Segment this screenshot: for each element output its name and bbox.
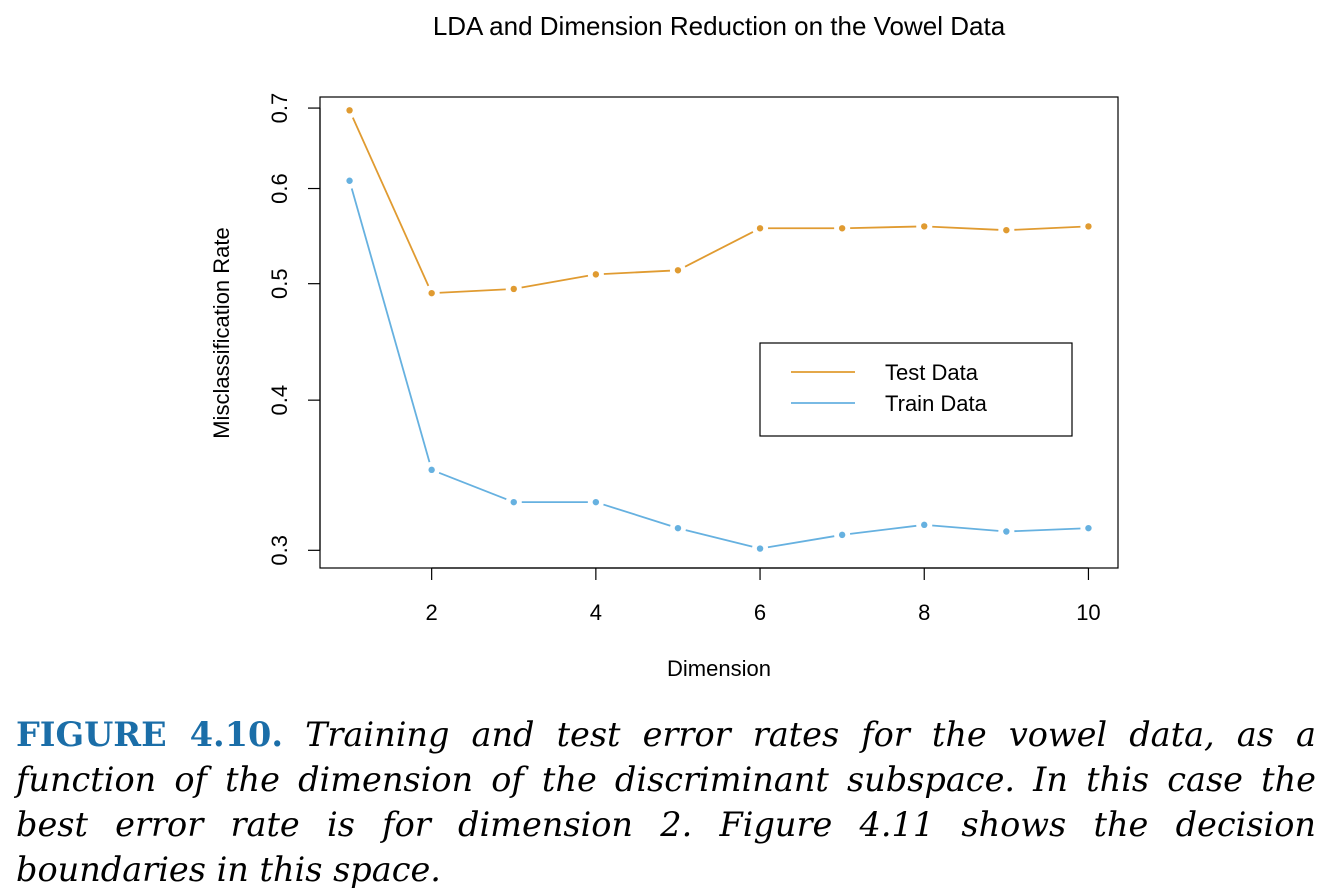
data-point (838, 225, 846, 232)
x-tick-label: 4 (590, 600, 602, 625)
figure-caption: FIGURE 4.10. Training and test error rat… (16, 712, 1316, 892)
y-axis: 0.3 0.4 0.5 0.6 0.7 (267, 93, 321, 566)
series-line-segment (767, 535, 835, 549)
series-line-segment (521, 274, 589, 289)
series-line-segment (350, 188, 431, 463)
data-point (428, 289, 435, 297)
series-line-segment (1014, 225, 1081, 231)
series-layer (346, 107, 1092, 552)
y-tick-label: 0.3 (267, 535, 292, 566)
data-point (921, 223, 928, 230)
legend-box (759, 342, 1073, 437)
data-point (510, 498, 517, 506)
series-line-segment (603, 269, 671, 275)
series-train (346, 177, 1092, 552)
series-line-segment (438, 471, 507, 501)
data-point (674, 267, 682, 274)
data-point (838, 531, 846, 539)
x-tick-label: 6 (754, 600, 766, 625)
series-line-segment (932, 524, 999, 532)
plot-frame (319, 96, 1119, 569)
y-tick-label: 0.6 (267, 173, 292, 204)
caption-label: FIGURE 4.10. (16, 715, 283, 754)
series-line-segment (603, 503, 671, 527)
series-line-segment (849, 524, 917, 535)
y-tick-label: 0.7 (267, 93, 292, 124)
series-line-segment (932, 225, 999, 231)
data-point (592, 498, 600, 506)
series-line-segment (1014, 527, 1081, 533)
data-point (1003, 528, 1010, 535)
x-axis: 2 4 6 8 10 (426, 567, 1101, 625)
series-line-segment (439, 288, 506, 294)
series-line-segment (684, 231, 754, 268)
legend-label-train: Train Data (885, 391, 988, 416)
series-line-segment (850, 225, 917, 229)
series-line-segment (352, 117, 430, 287)
data-point (1085, 524, 1092, 532)
series-test (346, 107, 1092, 297)
data-point (756, 545, 764, 552)
y-axis-label: Misclassification Rate (209, 227, 234, 439)
legend: Test Data Train Data (759, 342, 1073, 437)
chart: LDA and Dimension Reduction on the Vowel… (209, 11, 1119, 681)
data-point (346, 177, 353, 184)
data-point (1003, 226, 1010, 234)
legend-label-test: Test Data (885, 360, 979, 385)
data-point (346, 107, 353, 114)
y-tick-label: 0.4 (267, 385, 292, 416)
x-axis-label: Dimension (667, 656, 771, 681)
series-line-segment (685, 529, 753, 548)
data-point (592, 271, 600, 278)
data-point (1085, 223, 1092, 230)
chart-title: LDA and Dimension Reduction on the Vowel… (433, 11, 1006, 41)
y-tick-label: 0.5 (267, 268, 292, 299)
data-point (756, 225, 764, 232)
x-tick-label: 2 (426, 600, 438, 625)
data-point (510, 285, 517, 293)
data-point (674, 524, 682, 532)
x-tick-label: 10 (1076, 600, 1100, 625)
data-point (428, 466, 435, 474)
x-tick-label: 8 (918, 600, 930, 625)
data-point (921, 521, 928, 529)
